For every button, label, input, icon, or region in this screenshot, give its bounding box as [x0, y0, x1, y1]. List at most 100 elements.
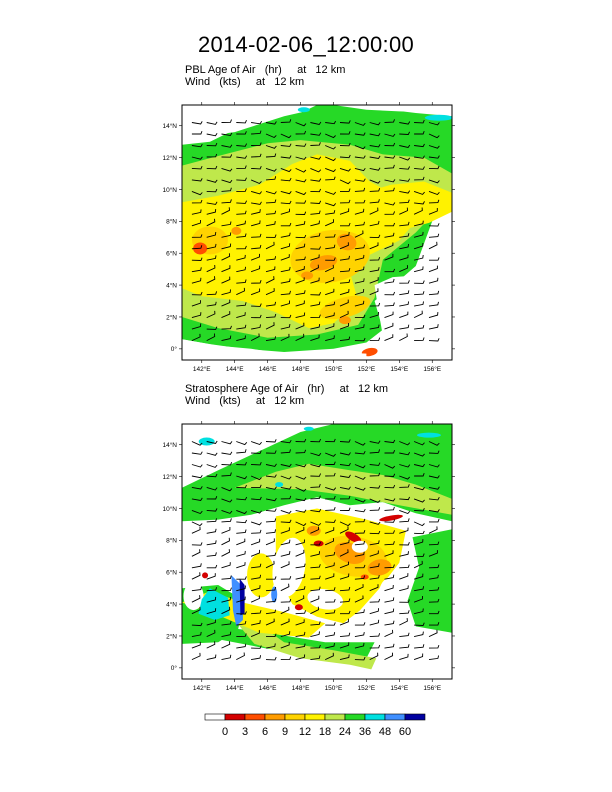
wind-barb [325, 452, 336, 457]
wind-barb [191, 549, 201, 557]
wind-barb [384, 473, 396, 477]
wind-barb [206, 564, 218, 569]
wind-barb [295, 586, 306, 592]
wind-barb [339, 279, 351, 284]
wind-barb [265, 190, 277, 195]
wind-barb [191, 312, 202, 319]
field-green-east [407, 529, 452, 633]
wind-barb [310, 464, 322, 468]
wind-barb [295, 521, 307, 527]
wind-barb [325, 609, 336, 615]
wind-barb [206, 508, 218, 512]
wind-barb [339, 526, 349, 534]
wind-barb [325, 643, 335, 649]
wind-barb [413, 452, 425, 457]
wind-barb [265, 256, 277, 261]
field-gold-south [319, 295, 371, 320]
pbl-ytick-label: 12°N [162, 154, 177, 162]
field-orange-4 [231, 226, 242, 235]
wind-barb [191, 245, 203, 250]
colorbar: 0 3 6 9 12 18 24 36 48 60 [204, 713, 426, 738]
wind-barb [310, 631, 320, 638]
pbl-ytick-label: 8°N [166, 218, 177, 226]
wind-barb [369, 288, 379, 296]
wind-barb [295, 190, 307, 196]
wind-barb [236, 188, 247, 192]
wind-barb [354, 464, 366, 469]
field-blue-c [271, 586, 278, 603]
wind-barb [236, 324, 247, 330]
wind-barb [399, 121, 411, 125]
field-cyan-west [198, 588, 230, 620]
wind-barb [369, 521, 381, 525]
wind-barb [310, 132, 322, 136]
wind-barb [384, 484, 396, 489]
pbl-field [182, 105, 452, 360]
wind-barb [265, 529, 277, 534]
wind-barb [265, 552, 277, 557]
wind-barb [325, 438, 336, 443]
wind-barb [369, 440, 381, 444]
wind-barb [206, 528, 217, 534]
wind-barb [339, 199, 351, 204]
field-white-e [378, 576, 407, 613]
wind-barb [310, 495, 321, 500]
wind-barb [221, 549, 230, 557]
wind-barb [428, 509, 440, 513]
wind-barb [384, 187, 395, 192]
field-lightgreen-sw [226, 610, 377, 670]
wind-barb [428, 644, 440, 649]
wind-barb [310, 575, 321, 580]
wind-barb [354, 530, 366, 534]
wind-barb [295, 200, 307, 204]
wind-barb [399, 644, 410, 649]
wind-barb [236, 120, 247, 124]
field-white-nw [182, 105, 260, 145]
strat-ytick-label: 12°N [162, 473, 177, 481]
wind-barb [191, 234, 203, 238]
strat-plot-frame [181, 423, 453, 680]
wind-barb [265, 133, 277, 139]
wind-barb [310, 142, 321, 146]
wind-barb [265, 474, 277, 478]
wind-barb [384, 464, 396, 469]
wind-barb [428, 199, 440, 204]
wind-barb [191, 509, 203, 515]
pbl-ytick-label: 0° [171, 345, 178, 353]
wind-barb [369, 188, 381, 192]
wind-barb [280, 254, 290, 261]
wind-barb [251, 244, 262, 250]
wind-barb [369, 498, 381, 504]
wind-barb [265, 463, 277, 467]
wind-barb [295, 619, 305, 626]
wind-barb [206, 473, 218, 478]
pbl-ytick-label: 6°N [166, 250, 177, 258]
wind-barb [339, 242, 349, 250]
wind-barb [413, 498, 425, 503]
wind-barb [354, 584, 364, 592]
panel-title-pbl: PBL Age of Air (hr) at 12 km [185, 64, 346, 76]
wind-barb [265, 241, 275, 250]
wind-barb [325, 652, 334, 661]
field-orange-1 [309, 255, 338, 271]
wind-barb [191, 291, 203, 296]
wind-barb [339, 310, 349, 319]
wind-barb [280, 133, 292, 139]
wind-barb [414, 201, 425, 205]
panel-title-strat: Stratosphere Age of Air (hr) at 12 km [185, 383, 388, 395]
wind-barb [354, 575, 366, 580]
wind-barb [413, 254, 424, 261]
wind-barb [310, 200, 322, 204]
wind-barb [399, 333, 408, 342]
wind-barb [310, 564, 321, 569]
wind-barb [339, 167, 351, 172]
wind-barb [369, 256, 381, 261]
wind-barb [369, 144, 381, 148]
wind-barb [339, 299, 349, 307]
wind-barb [295, 179, 307, 183]
wind-barb [310, 521, 322, 526]
wind-barb [325, 507, 336, 511]
wind-barb [206, 218, 216, 227]
wind-barb [414, 473, 425, 477]
wind-barb [354, 300, 365, 307]
